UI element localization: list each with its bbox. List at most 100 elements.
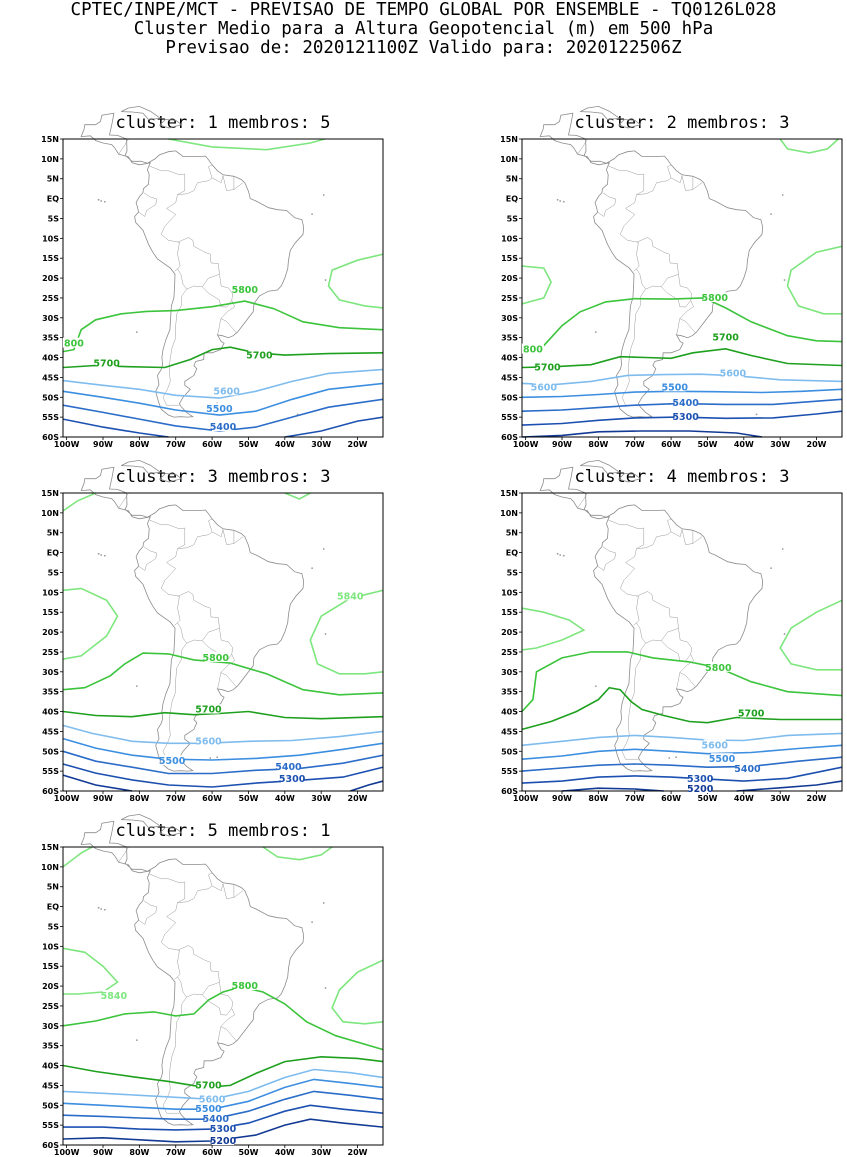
country-border — [177, 950, 216, 998]
lon-label: 50W — [238, 440, 258, 449]
lon-label: 80W — [129, 440, 149, 449]
country-border — [149, 519, 186, 597]
lon-label: 70W — [166, 440, 186, 449]
lon-label: 80W — [129, 794, 149, 803]
contour-label-5840: 5840 — [101, 991, 128, 1002]
island-dot — [135, 1039, 138, 1042]
isohypse-5800 — [62, 652, 384, 696]
lat-label: EQ — [47, 195, 59, 204]
lat-label: 35S — [42, 334, 59, 343]
contour-label-bg — [689, 783, 712, 794]
country-border — [636, 518, 672, 549]
island-dot — [556, 552, 559, 555]
lon-label: 90W — [552, 440, 572, 449]
contour-label-bg — [102, 990, 125, 1000]
island-dot — [324, 987, 327, 989]
contour-label-5500: 5500 — [195, 1104, 222, 1115]
country-border — [621, 289, 646, 406]
lat-label: 60S — [42, 1141, 59, 1150]
header-line-3: Previsao de: 2020121100Z Valido para: 20… — [165, 38, 682, 58]
contour-label-5300: 5300 — [687, 774, 714, 785]
lon-label: 60W — [661, 794, 681, 803]
country-border — [577, 492, 588, 509]
country-border — [162, 643, 187, 760]
lat-label: 20S — [42, 982, 59, 991]
island-dot — [311, 921, 313, 923]
country-border — [233, 182, 244, 190]
map-frame — [521, 138, 843, 438]
isohypse-5840 — [786, 245, 843, 315]
lon-label: 30W — [311, 440, 331, 449]
island-dot — [770, 213, 772, 215]
lat-label: 15N — [500, 135, 518, 144]
country-border — [621, 643, 646, 760]
country-border — [222, 883, 235, 899]
contour-label-bg — [62, 337, 85, 348]
contour-label-5800: 5800 — [705, 663, 732, 674]
lat-label: 5N — [47, 883, 59, 892]
country-border — [670, 529, 683, 538]
lat-label: 60S — [42, 787, 59, 796]
country-border — [220, 1026, 237, 1041]
contour-label-bg — [532, 381, 555, 392]
contour-label-5600: 5600 — [702, 740, 729, 751]
island-dot — [783, 633, 786, 635]
country-border — [678, 628, 693, 655]
lat-label: 5S — [48, 568, 60, 577]
contour-label-5200: 5200 — [210, 1136, 237, 1147]
country-border — [222, 175, 235, 191]
isohypse-5400 — [62, 750, 384, 775]
lon-label: 80W — [588, 794, 608, 803]
isohypse-5200 — [62, 774, 133, 792]
country-border — [219, 274, 234, 301]
country-border — [162, 289, 187, 406]
country-border — [679, 654, 694, 673]
lon-label: 80W — [129, 1148, 149, 1157]
lat-label: 55S — [42, 1121, 59, 1130]
island-dot — [216, 756, 219, 759]
island-dot — [556, 198, 559, 201]
contour-label-5300: 5300 — [672, 412, 699, 423]
country-border — [177, 596, 216, 644]
lat-label: 5N — [47, 175, 59, 184]
lat-label: 10S — [42, 234, 59, 243]
contour-label-bg — [212, 1135, 234, 1146]
country-border — [220, 318, 237, 333]
island-dot — [755, 413, 758, 416]
country-border — [233, 536, 244, 544]
lat-label: 40S — [501, 354, 518, 363]
lat-label: 45S — [42, 373, 59, 382]
basemap — [80, 105, 327, 418]
contour-label-5500: 5500 — [206, 404, 233, 415]
lat-label: 20S — [42, 628, 59, 637]
lon-label: 60W — [202, 1148, 222, 1157]
island-dot — [103, 908, 106, 911]
island-dot — [781, 548, 784, 550]
isohypse-5840 — [327, 253, 384, 309]
basemap — [80, 813, 327, 1126]
lon-label: 100W — [54, 1148, 80, 1157]
island-dot — [322, 902, 325, 904]
island-dot — [562, 200, 565, 203]
contour-label-bg — [204, 1113, 227, 1124]
lon-label: 30W — [311, 1148, 331, 1157]
isohypses — [521, 599, 843, 792]
contour-label-bg — [281, 773, 304, 784]
contour-labels: 5800 800 5700 5700 5600 5600 5500 5400 5300 — [521, 291, 747, 423]
country-border — [177, 945, 220, 984]
lat-label: 15N — [41, 489, 59, 498]
island-dot — [675, 756, 678, 759]
lat-label: 20S — [42, 274, 59, 283]
lon-label: 40W — [275, 440, 295, 449]
basemap — [539, 105, 786, 418]
lat-label: 30S — [501, 668, 518, 677]
contour-label-5700: 5700 — [738, 709, 765, 720]
contour-label-5600: 5600 — [720, 368, 747, 379]
contour-label-bg — [689, 773, 712, 784]
island-dot — [100, 554, 103, 556]
lat-label: 40S — [42, 1062, 59, 1071]
country-border — [202, 286, 232, 308]
country-border — [679, 672, 696, 687]
country-border — [676, 672, 681, 689]
